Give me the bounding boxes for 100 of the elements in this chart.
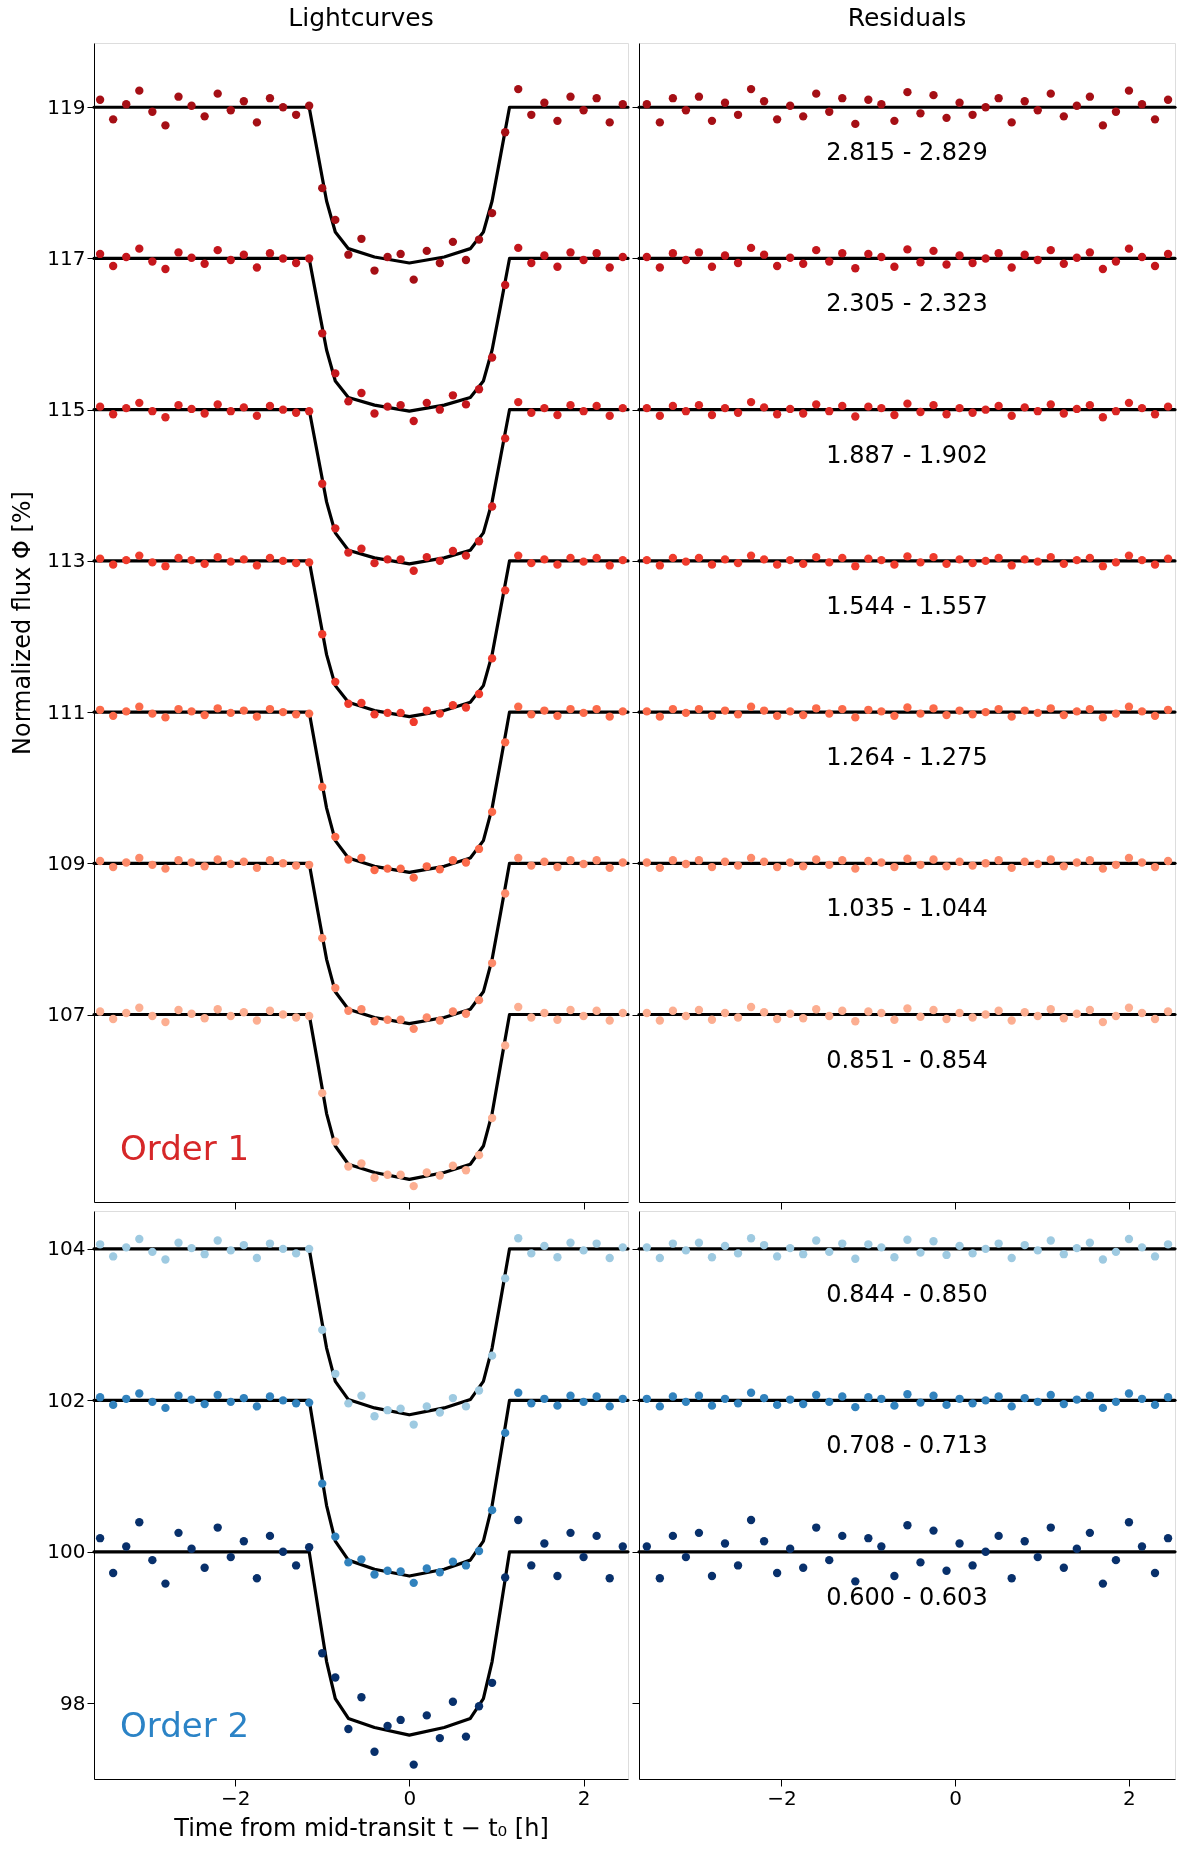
point <box>226 557 235 566</box>
point <box>213 855 222 864</box>
y-tick-label: 98 <box>60 1690 86 1715</box>
point <box>461 703 471 712</box>
point <box>851 864 860 873</box>
point <box>108 711 118 721</box>
point <box>409 717 418 727</box>
point <box>1085 400 1095 410</box>
point <box>605 1253 614 1263</box>
point <box>929 1237 938 1246</box>
point <box>1150 862 1160 872</box>
point <box>707 116 717 126</box>
point <box>733 408 743 417</box>
point <box>877 707 886 716</box>
point <box>161 121 170 130</box>
point <box>161 1017 170 1027</box>
point <box>174 92 183 101</box>
point <box>772 560 782 569</box>
point <box>877 1243 886 1252</box>
point <box>942 410 951 419</box>
point <box>200 1563 209 1572</box>
point <box>1111 257 1121 266</box>
point <box>370 1173 379 1182</box>
point <box>864 95 873 104</box>
point <box>108 1014 118 1024</box>
point <box>1020 1240 1029 1250</box>
point <box>122 100 131 109</box>
point <box>357 1391 366 1400</box>
point <box>1150 410 1160 419</box>
point <box>1098 713 1108 722</box>
point <box>435 865 445 874</box>
point <box>122 1243 131 1252</box>
point <box>981 1010 990 1019</box>
point <box>409 275 418 284</box>
point <box>553 1253 562 1262</box>
point <box>668 1392 678 1401</box>
point <box>1007 561 1016 570</box>
point <box>409 1024 418 1034</box>
point <box>746 1388 756 1397</box>
point <box>655 863 665 873</box>
point <box>461 551 471 560</box>
point <box>1137 707 1147 716</box>
point <box>942 113 951 123</box>
point <box>1033 859 1042 869</box>
point <box>344 855 353 864</box>
point <box>357 234 366 243</box>
point <box>252 1402 262 1411</box>
point <box>252 863 262 873</box>
point <box>265 94 275 103</box>
point <box>344 548 353 557</box>
point <box>474 1702 484 1711</box>
point <box>1033 407 1042 416</box>
point <box>461 1402 471 1411</box>
point <box>720 706 730 715</box>
point <box>825 709 834 718</box>
point <box>759 706 769 715</box>
point <box>226 407 235 416</box>
point <box>514 1002 523 1012</box>
point <box>500 128 510 137</box>
point <box>318 479 327 488</box>
point <box>265 1531 275 1541</box>
point <box>1111 1011 1121 1021</box>
point <box>108 1252 118 1261</box>
point <box>877 1542 886 1551</box>
point <box>864 856 873 866</box>
point <box>95 1240 105 1249</box>
point <box>994 1239 1003 1248</box>
point <box>213 400 222 409</box>
point <box>566 400 575 410</box>
point <box>108 410 118 419</box>
point <box>474 1150 484 1160</box>
point <box>409 1181 418 1191</box>
point <box>838 1392 847 1401</box>
point <box>553 711 562 721</box>
point <box>1124 1389 1134 1398</box>
point <box>579 708 588 718</box>
point <box>304 860 314 869</box>
point <box>1033 255 1042 265</box>
point <box>994 1006 1003 1015</box>
point <box>200 112 209 121</box>
point <box>1046 1523 1055 1532</box>
point <box>668 553 678 563</box>
point <box>148 257 157 266</box>
point <box>605 1402 614 1411</box>
point <box>252 1016 262 1025</box>
point <box>396 1170 405 1179</box>
point <box>994 553 1003 563</box>
point <box>785 1395 795 1404</box>
point <box>772 862 782 872</box>
point <box>1150 711 1160 721</box>
point <box>825 1555 834 1565</box>
point <box>122 252 131 262</box>
point <box>370 865 379 875</box>
point <box>592 1531 601 1541</box>
point <box>213 89 222 98</box>
point <box>838 856 847 865</box>
point <box>409 1760 418 1769</box>
point <box>239 1240 249 1250</box>
point <box>825 558 834 567</box>
point <box>95 1393 105 1402</box>
